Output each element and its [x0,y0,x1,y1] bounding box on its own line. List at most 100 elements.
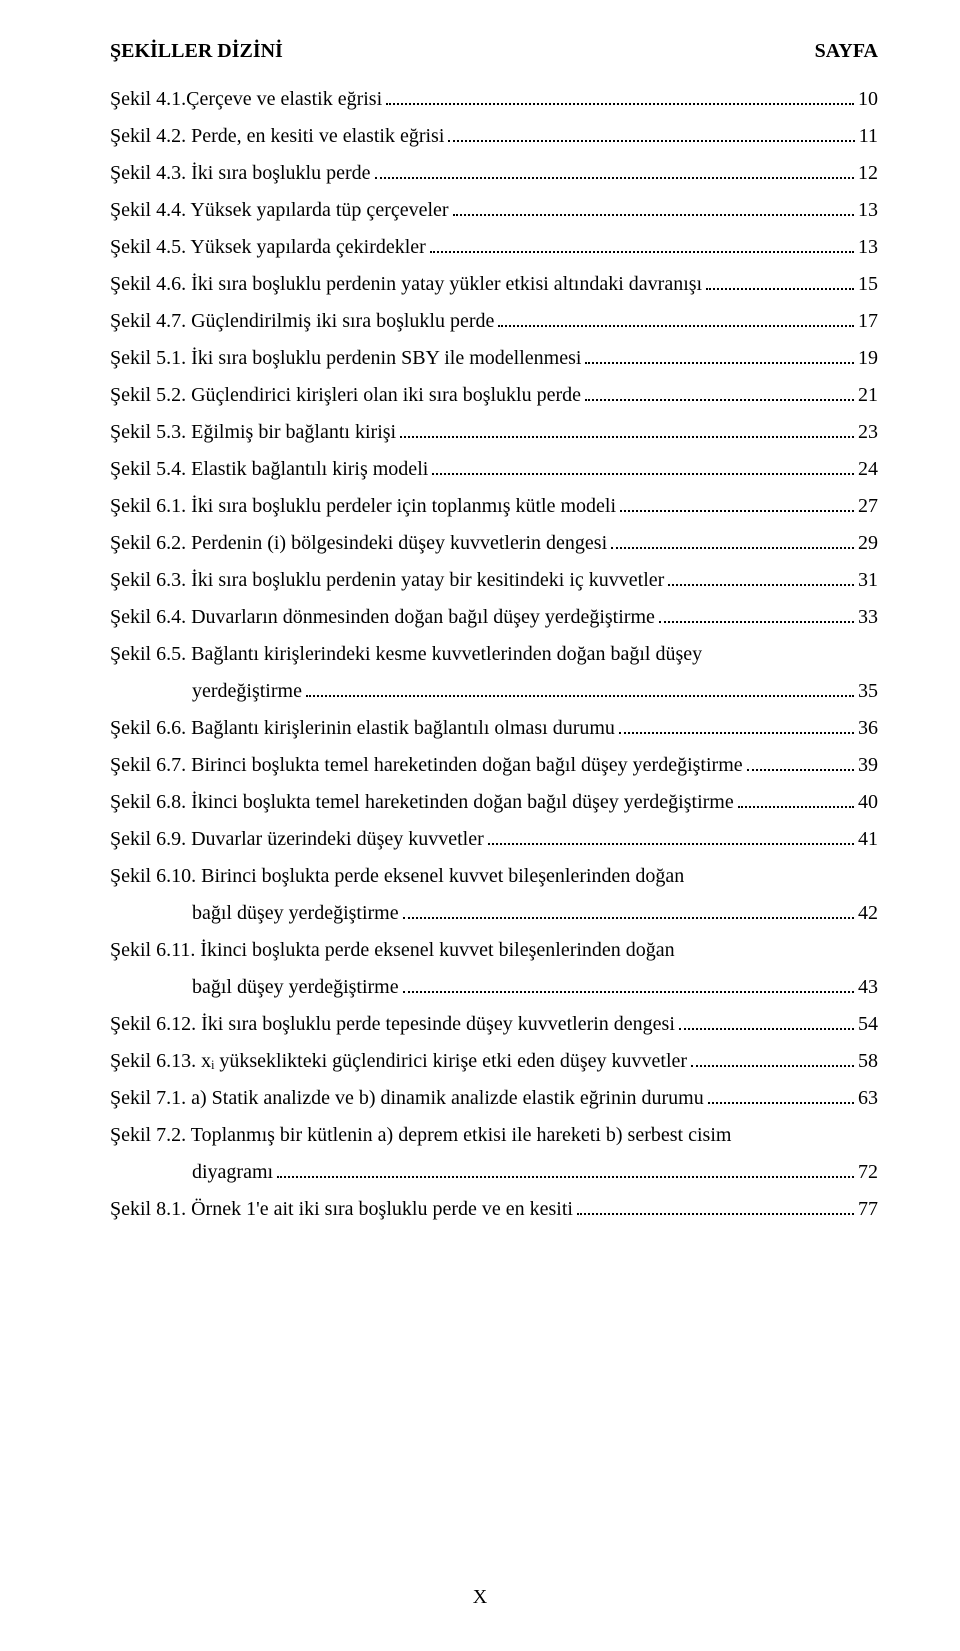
toc-label: Şekil 7.1. a) Statik analizde ve b) dina… [110,1080,704,1117]
toc-leader [585,361,854,364]
toc-label: Şekil 5.3. Eğilmiş bir bağlantı kirişi [110,414,396,451]
page-container: ŞEKİLLER DİZİNİ SAYFA Şekil 4.1.Çerçeve … [0,0,960,1651]
toc-page: 77 [858,1191,878,1228]
toc-leader [488,842,854,845]
toc-label: Şekil 6.2. Perdenin (i) bölgesindeki düş… [110,525,607,562]
toc-leader [619,731,854,734]
toc-entry: Şekil 6.13. xᵢ yükseklikteki güçlendiric… [110,1043,878,1080]
toc-leader [403,916,854,919]
page-number: X [0,1586,960,1609]
toc-page: 58 [858,1043,878,1080]
toc-leader [611,546,854,549]
toc-page: 63 [858,1080,878,1117]
toc-leader [691,1064,854,1067]
toc-label: Şekil 6.13. xᵢ yükseklikteki güçlendiric… [110,1043,687,1080]
toc-label: Şekil 6.10. Birinci boşlukta perde eksen… [110,858,684,895]
toc-page: 36 [858,710,878,747]
toc-entry: Şekil 6.4. Duvarların dönmesinden doğan … [110,599,878,636]
toc-entry: Şekil 4.1.Çerçeve ve elastik eğrisi 10 [110,81,878,118]
toc-entry: Şekil 8.1. Örnek 1'e ait iki sıra boşluk… [110,1191,878,1228]
toc-label: Şekil 5.2. Güçlendirici kirişleri olan i… [110,377,581,414]
toc-page: 21 [858,377,878,414]
toc-leader [400,435,854,438]
toc-leader [585,398,854,401]
toc-leader [386,102,854,105]
toc-page: 39 [858,747,878,784]
toc-entry: Şekil 6.8. İkinci boşlukta temel hareket… [110,784,878,821]
toc-label: Şekil 4.1.Çerçeve ve elastik eğrisi [110,81,382,118]
toc-leader [708,1101,854,1104]
toc-entry: Şekil 4.5. Yüksek yapılarda çekirdekler1… [110,229,878,266]
header-right: SAYFA [815,40,878,63]
toc-cont-label: bağıl düşey yerdeğiştirme [192,969,399,1006]
toc-page: 17 [858,303,878,340]
toc-leader [430,250,854,253]
toc-label: Şekil 6.5. Bağlantı kirişlerindeki kesme… [110,636,702,673]
toc-entry: Şekil 6.2. Perdenin (i) bölgesindeki düş… [110,525,878,562]
toc-entry: Şekil 6.5. Bağlantı kirişlerindeki kesme… [110,636,878,673]
toc-page: 40 [858,784,878,821]
toc-label: Şekil 5.4. Elastik bağlantılı kiriş mode… [110,451,428,488]
toc-label: Şekil 4.4. Yüksek yapılarda tüp çerçevel… [110,192,449,229]
toc-entry: Şekil 6.7. Birinci boşlukta temel hareke… [110,747,878,784]
toc-label: Şekil 6.8. İkinci boşlukta temel hareket… [110,784,734,821]
toc-entry: Şekil 6.12. İki sıra boşluklu perde tepe… [110,1006,878,1043]
toc-entry: Şekil 6.3. İki sıra boşluklu perdenin ya… [110,562,878,599]
toc-cont-label: yerdeğiştirme [192,673,302,710]
toc-leader [453,213,854,216]
toc-page: 10 [858,81,878,118]
toc-entry: Şekil 6.11. İkinci boşlukta perde eksene… [110,932,878,969]
toc-page: 23 [858,414,878,451]
toc-leader [679,1027,854,1030]
toc-entry: Şekil 4.3. İki sıra boşluklu perde 12 [110,155,878,192]
toc-entry-continuation: bağıl düşey yerdeğiştirme 43 [192,969,878,1006]
toc-leader [498,324,854,327]
toc-page: 29 [858,525,878,562]
toc-entry: Şekil 5.2. Güçlendirici kirişleri olan i… [110,377,878,414]
toc-entry: Şekil 6.6. Bağlantı kirişlerinin elastik… [110,710,878,747]
toc-entry: Şekil 6.10. Birinci boşlukta perde eksen… [110,858,878,895]
toc-page: 24 [858,451,878,488]
toc-label: Şekil 4.2. Perde, en kesiti ve elastik e… [110,118,444,155]
toc-entry-continuation: bağıl düşey yerdeğiştirme42 [192,895,878,932]
toc-entry: Şekil 5.1. İki sıra boşluklu perdenin SB… [110,340,878,377]
toc-body: Şekil 4.1.Çerçeve ve elastik eğrisi10Şek… [110,81,878,1228]
toc-leader [448,139,854,142]
toc-page: 33 [858,599,878,636]
toc-page: 35 [858,673,878,710]
toc-leader [659,620,854,623]
toc-label: Şekil 6.12. İki sıra boşluklu perde tepe… [110,1006,675,1043]
toc-label: Şekil 4.3. İki sıra boşluklu perde [110,155,371,192]
toc-label: Şekil 4.6. İki sıra boşluklu perdenin ya… [110,266,702,303]
toc-label: Şekil 6.7. Birinci boşlukta temel hareke… [110,747,743,784]
toc-leader [620,509,854,512]
toc-leader [277,1175,854,1178]
toc-leader [668,583,854,586]
toc-page: 43 [858,969,878,1006]
toc-page: 41 [858,821,878,858]
toc-page: 12 [858,155,878,192]
toc-leader [577,1212,854,1215]
toc-page: 13 [858,192,878,229]
toc-page: 72 [858,1154,878,1191]
toc-cont-label: diyagramı [192,1154,273,1191]
toc-entry: Şekil 4.7. Güçlendirilmiş iki sıra boşlu… [110,303,878,340]
toc-label: Şekil 7.2. Toplanmış bir kütlenin a) dep… [110,1117,731,1154]
toc-label: Şekil 6.6. Bağlantı kirişlerinin elastik… [110,710,615,747]
toc-entry: Şekil 5.4. Elastik bağlantılı kiriş mode… [110,451,878,488]
toc-entry: Şekil 6.1. İki sıra boşluklu perdeler iç… [110,488,878,525]
toc-label: Şekil 8.1. Örnek 1'e ait iki sıra boşluk… [110,1191,573,1228]
toc-page: 27 [858,488,878,525]
toc-leader [747,768,854,771]
toc-leader [738,805,854,808]
toc-entry-continuation: diyagramı 72 [192,1154,878,1191]
toc-header: ŞEKİLLER DİZİNİ SAYFA [110,40,878,63]
toc-label: Şekil 6.11. İkinci boşlukta perde eksene… [110,932,675,969]
toc-label: Şekil 6.1. İki sıra boşluklu perdeler iç… [110,488,616,525]
toc-label: Şekil 5.1. İki sıra boşluklu perdenin SB… [110,340,581,377]
header-left: ŞEKİLLER DİZİNİ [110,40,283,63]
toc-entry: Şekil 6.9. Duvarlar üzerindeki düşey kuv… [110,821,878,858]
toc-cont-label: bağıl düşey yerdeğiştirme [192,895,399,932]
toc-entry: Şekil 4.2. Perde, en kesiti ve elastik e… [110,118,878,155]
toc-leader [403,990,854,993]
